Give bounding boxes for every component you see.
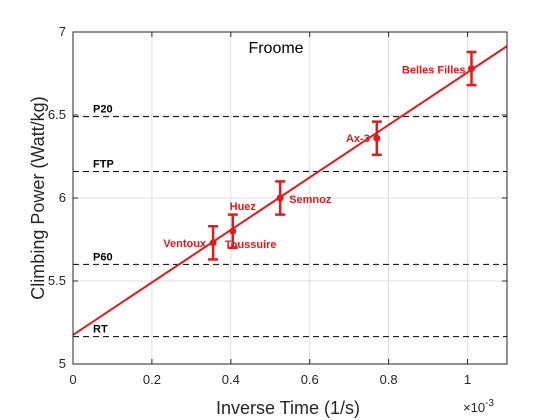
x-tick-label: 0 bbox=[69, 372, 76, 387]
fit-line bbox=[72, 45, 508, 336]
x-tick-label: 0.8 bbox=[380, 372, 398, 387]
y-tick-label: 6 bbox=[59, 190, 66, 205]
fit-line-group bbox=[72, 45, 508, 336]
data-point-toussuire bbox=[229, 227, 237, 235]
data-point-belles-filles bbox=[467, 65, 475, 73]
y-axis-title: Climbing Power (Watt/kg) bbox=[28, 96, 48, 299]
point-label-huez: Huez bbox=[230, 201, 257, 213]
x-tick-label: 0.2 bbox=[143, 372, 161, 387]
y-tick-label: 7 bbox=[59, 24, 66, 39]
point-label-toussuire: Toussuire bbox=[225, 239, 277, 251]
x-axis-title: Inverse Time (1/s) bbox=[216, 398, 360, 418]
reference-label-ftp: FTP bbox=[93, 158, 114, 170]
x-exponent-label: ×10-3 bbox=[463, 398, 494, 415]
point-label-ax-3: Ax-3 bbox=[346, 133, 370, 145]
data-point-ax-3 bbox=[373, 134, 381, 142]
point-label-semnoz: Semnoz bbox=[289, 194, 332, 206]
y-tick-label: 6.5 bbox=[48, 107, 66, 122]
x-exponent-base: ×10 bbox=[463, 400, 485, 415]
reference-lines: P20 FTP P60 RT bbox=[73, 104, 507, 338]
point-label-belles-filles: Belles Filles bbox=[402, 65, 466, 77]
chart-title: Froome bbox=[248, 40, 303, 57]
data-point-semnoz bbox=[276, 194, 284, 202]
reference-label-p60: P60 bbox=[93, 251, 113, 263]
reference-label-rt: RT bbox=[93, 324, 108, 336]
y-tick-label: 5.5 bbox=[48, 273, 66, 288]
x-tick-label: 0.4 bbox=[222, 372, 240, 387]
x-tick-label: 0.6 bbox=[301, 372, 319, 387]
point-labels: Ventoux Toussuire Semnoz Ax-3 Belles Filles H… bbox=[163, 65, 465, 252]
y-tick-label: 5 bbox=[59, 356, 66, 371]
x-tick-label: 1 bbox=[464, 372, 471, 387]
axis-ticks: 0 0.2 0.4 0.6 0.8 1 5 5.5 6 6.5 7 bbox=[48, 24, 507, 387]
error-bars bbox=[208, 50, 477, 261]
x-exponent-power: -3 bbox=[485, 398, 494, 409]
data-point-ventoux bbox=[209, 239, 217, 247]
data-points bbox=[209, 65, 475, 247]
point-label-ventoux: Ventoux bbox=[163, 238, 207, 250]
reference-label-p20: P20 bbox=[93, 104, 113, 116]
